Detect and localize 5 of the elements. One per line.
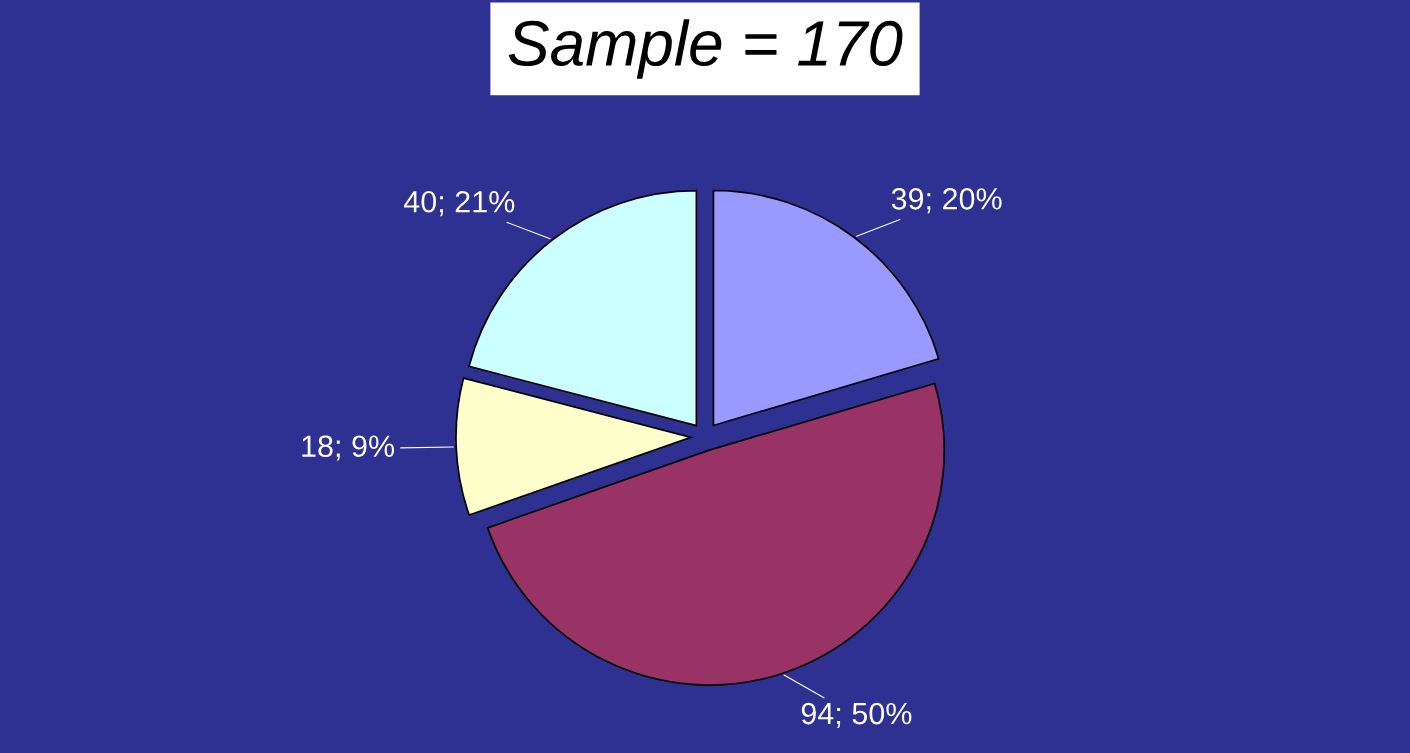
data-label: 18; 9% <box>302 435 395 461</box>
data-label: 40; 21% <box>403 190 515 217</box>
chart-title: Sample = 170 <box>508 19 903 79</box>
data-label: 39; 20% <box>891 188 1002 214</box>
data-label: 94; 50% <box>801 702 912 728</box>
